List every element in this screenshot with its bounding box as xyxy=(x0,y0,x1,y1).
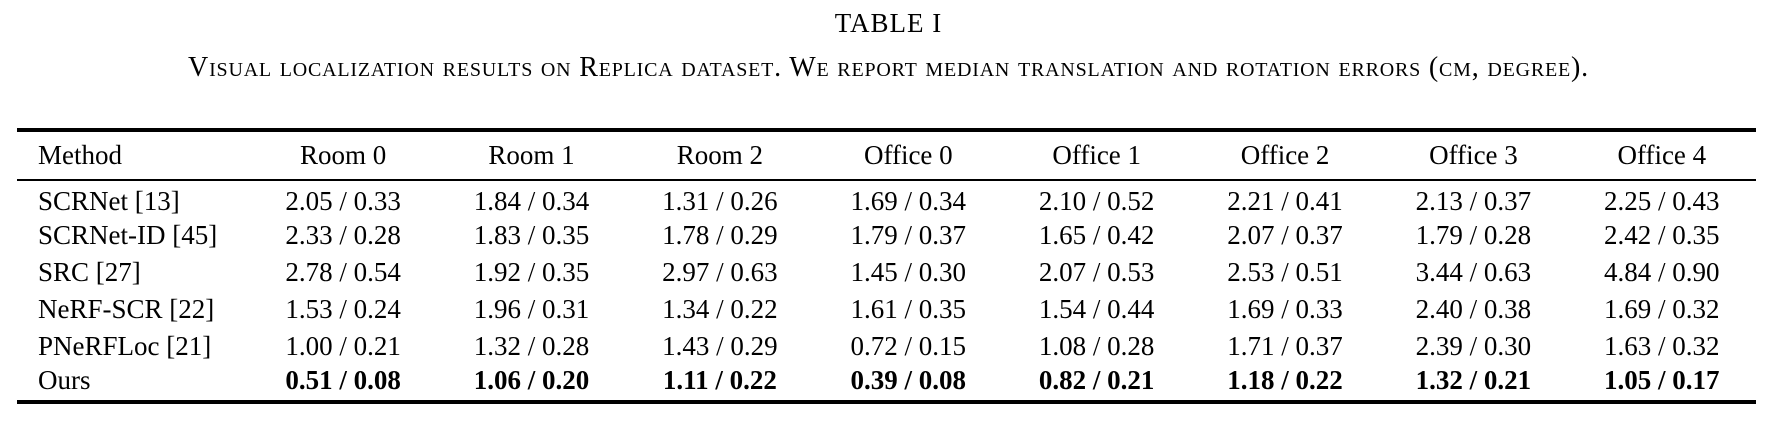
table-row-nerf-scr: NeRF-SCR [22] 1.53 / 0.24 1.96 / 0.31 1.… xyxy=(17,291,1756,328)
result-cell: 1.05 / 0.17 xyxy=(1604,365,1720,395)
method-cell: NeRF-SCR [22] xyxy=(38,294,215,324)
method-cell: SRC [27] xyxy=(38,257,141,287)
header-row: Method Room 0 Room 1 Room 2 Office 0 Off… xyxy=(17,130,1756,181)
table-row-src: SRC [27] 2.78 / 0.54 1.92 / 0.35 2.97 / … xyxy=(17,254,1756,291)
result-cell: 2.25 / 0.43 xyxy=(1604,186,1720,216)
result-cell: 1.61 / 0.35 xyxy=(850,294,967,324)
result-cell: 0.39 / 0.08 xyxy=(850,365,967,395)
method-cell: SCRNet-ID [45] xyxy=(38,220,218,250)
method-cell: Ours xyxy=(38,365,91,395)
result-cell: 1.92 / 0.35 xyxy=(473,257,590,287)
result-cell: 1.53 / 0.24 xyxy=(285,294,401,324)
result-cell: 2.07 / 0.37 xyxy=(1227,220,1343,250)
result-cell: 1.84 / 0.34 xyxy=(473,186,590,216)
result-cell: 2.07 / 0.53 xyxy=(1038,257,1155,287)
table-row-scrnet: SCRNet [13] 2.05 / 0.33 1.84 / 0.34 1.31… xyxy=(17,180,1756,217)
result-cell: 4.84 / 0.90 xyxy=(1604,257,1720,287)
method-cell: PNeRFLoc [21] xyxy=(38,331,212,361)
result-cell: 1.54 / 0.44 xyxy=(1038,294,1155,324)
table-number-title: TABLE I xyxy=(834,8,943,38)
result-cell: 1.32 / 0.21 xyxy=(1415,365,1532,395)
result-cell: 2.40 / 0.38 xyxy=(1415,294,1532,324)
result-cell: 1.34 / 0.22 xyxy=(662,294,778,324)
result-cell: 2.21 / 0.41 xyxy=(1227,186,1343,216)
result-cell: 1.63 / 0.32 xyxy=(1604,331,1720,361)
result-cell: 2.53 / 0.51 xyxy=(1227,257,1343,287)
result-cell: 1.83 / 0.35 xyxy=(473,220,590,250)
method-cell: SCRNet [13] xyxy=(38,186,180,216)
table-row-ours: Ours 0.51 / 0.08 1.06 / 0.20 1.11 / 0.22… xyxy=(17,365,1756,402)
result-cell: 1.69 / 0.32 xyxy=(1604,294,1720,324)
result-cell: 1.32 / 0.28 xyxy=(473,331,590,361)
result-cell: 2.13 / 0.37 xyxy=(1415,186,1532,216)
result-cell: 1.65 / 0.42 xyxy=(1038,220,1155,250)
column-header-room0: Room 0 xyxy=(249,130,438,181)
column-header-office4: Office 4 xyxy=(1567,130,1756,181)
result-cell: 0.72 / 0.15 xyxy=(850,331,967,361)
result-cell: 1.11 / 0.22 xyxy=(662,365,777,395)
result-cell: 1.78 / 0.29 xyxy=(662,220,778,250)
result-cell: 1.69 / 0.34 xyxy=(850,186,967,216)
result-cell: 0.82 / 0.21 xyxy=(1038,365,1155,395)
column-header-method: Method xyxy=(17,130,249,181)
results-table: Method Room 0 Room 1 Room 2 Office 0 Off… xyxy=(17,128,1756,404)
result-cell: 1.69 / 0.33 xyxy=(1227,294,1343,324)
result-cell: 1.96 / 0.31 xyxy=(473,294,590,324)
result-cell: 2.10 / 0.52 xyxy=(1038,186,1155,216)
result-cell: 3.44 / 0.63 xyxy=(1415,257,1532,287)
column-header-office3: Office 3 xyxy=(1379,130,1568,181)
table-row-pnerfloc: PNeRFLoc [21] 1.00 / 0.21 1.32 / 0.28 1.… xyxy=(17,328,1756,365)
result-cell: 1.06 / 0.20 xyxy=(473,365,590,395)
result-cell: 1.08 / 0.28 xyxy=(1038,331,1155,361)
result-cell: 1.79 / 0.28 xyxy=(1415,220,1532,250)
table-caption: Visual localization results on Replica d… xyxy=(188,52,1589,83)
result-cell: 1.45 / 0.30 xyxy=(850,257,967,287)
result-cell: 1.43 / 0.29 xyxy=(662,331,778,361)
result-cell: 1.71 / 0.37 xyxy=(1227,331,1343,361)
result-cell: 1.18 / 0.22 xyxy=(1227,365,1343,395)
column-header-room1: Room 1 xyxy=(437,130,626,181)
result-cell: 1.00 / 0.21 xyxy=(285,331,401,361)
result-cell: 1.79 / 0.37 xyxy=(850,220,967,250)
result-cell: 2.42 / 0.35 xyxy=(1604,220,1720,250)
column-header-office2: Office 2 xyxy=(1190,130,1380,181)
column-header-office1: Office 1 xyxy=(1002,130,1191,181)
result-cell: 2.78 / 0.54 xyxy=(285,257,401,287)
result-cell: 2.39 / 0.30 xyxy=(1415,331,1532,361)
result-cell: 2.97 / 0.63 xyxy=(662,257,778,287)
result-cell: 2.33 / 0.28 xyxy=(285,220,401,250)
column-header-room2: Room 2 xyxy=(625,130,815,181)
result-cell: 0.51 / 0.08 xyxy=(285,365,401,395)
table-row-scrnet-id: SCRNet-ID [45] 2.33 / 0.28 1.83 / 0.35 1… xyxy=(17,217,1756,254)
result-cell: 1.31 / 0.26 xyxy=(662,186,778,216)
result-cell: 2.05 / 0.33 xyxy=(285,186,401,216)
column-header-office0: Office 0 xyxy=(814,130,1003,181)
